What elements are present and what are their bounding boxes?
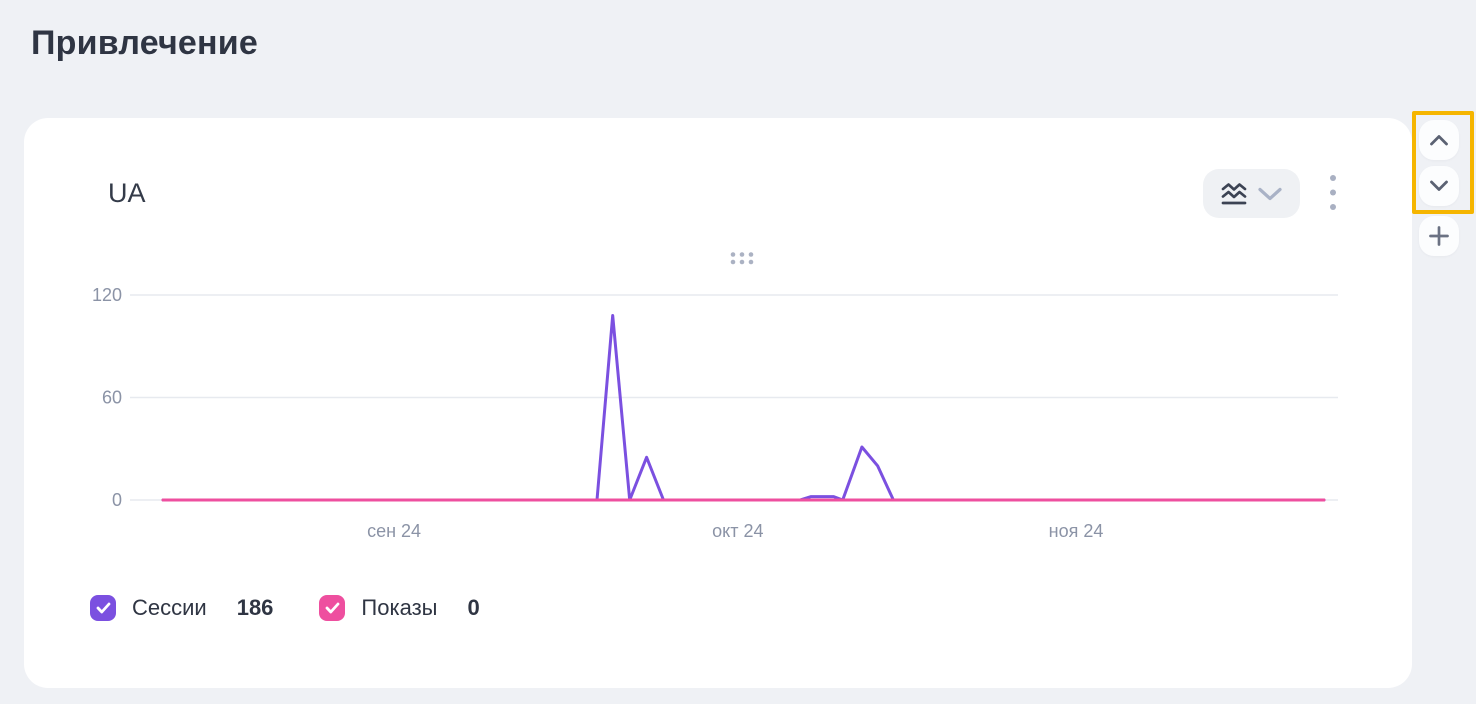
check-icon <box>325 602 340 614</box>
sessions-checkbox[interactable] <box>90 595 116 621</box>
chevron-down-icon <box>1430 180 1448 191</box>
svg-text:120: 120 <box>92 285 122 305</box>
drag-dots-icon <box>730 252 754 265</box>
move-down-button[interactable] <box>1419 166 1459 206</box>
add-widget-button[interactable] <box>1419 216 1459 256</box>
kebab-icon <box>1330 175 1336 210</box>
legend-item-impressions[interactable]: Показы 0 <box>319 595 480 621</box>
svg-text:0: 0 <box>112 490 122 510</box>
move-up-button[interactable] <box>1419 120 1459 160</box>
chart-type-button[interactable] <box>1203 169 1300 218</box>
check-icon <box>96 602 110 614</box>
legend-value: 0 <box>467 595 480 620</box>
chevron-up-icon <box>1430 135 1448 146</box>
chart: 0 60 120 сен 24 окт 24 ноя 24 <box>92 285 1338 541</box>
widget-title: UA <box>108 178 146 208</box>
plus-icon <box>1429 226 1449 246</box>
kebab-menu-button[interactable] <box>1319 171 1347 215</box>
svg-text:ноя 24: ноя 24 <box>1049 521 1104 541</box>
legend-value: 186 <box>236 595 274 620</box>
page-title: Привлечение <box>31 24 258 62</box>
chevron-down-icon <box>1257 186 1283 202</box>
drag-handle[interactable] <box>725 248 759 268</box>
chart-legend: Сессии 186 Показы 0 <box>90 595 480 621</box>
legend-label: Показы <box>361 595 438 620</box>
svg-text:окт 24: окт 24 <box>712 521 763 541</box>
legend-item-sessions[interactable]: Сессии 186 <box>90 595 273 621</box>
widget-card: UA 0 60 120 сен 24 окт 24 ноя 24 <box>24 118 1412 688</box>
svg-text:сен 24: сен 24 <box>367 521 421 541</box>
waves-chart-icon <box>1220 181 1248 206</box>
svg-text:60: 60 <box>102 388 122 408</box>
legend-label: Сессии <box>132 595 207 620</box>
impressions-checkbox[interactable] <box>319 595 346 621</box>
